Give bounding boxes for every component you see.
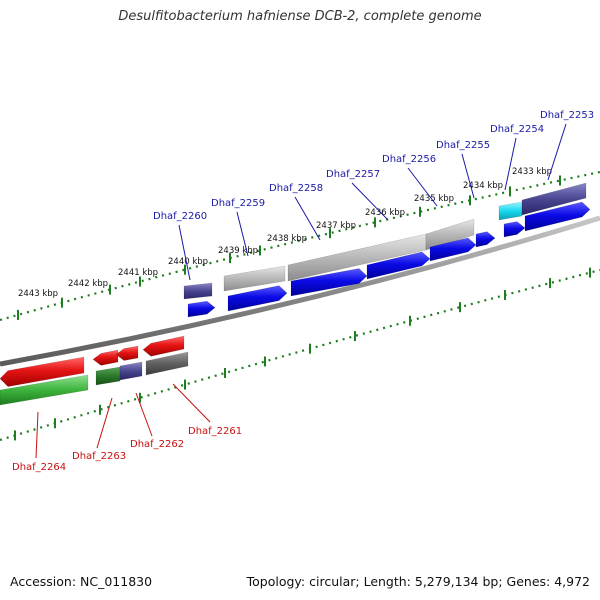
kbp-label-2437: 2437 kbp <box>316 221 356 231</box>
kbp-label-2441: 2441 kbp <box>118 268 158 278</box>
cds-2258[interactable] <box>290 268 368 297</box>
gene-label-2260[interactable]: Dhaf_2260 <box>153 211 207 222</box>
topology-label: Topology: circular; Length: 5,279,134 bp… <box>246 574 590 589</box>
leader-line-2262 <box>135 392 153 437</box>
kbp-label-2438: 2438 kbp <box>267 234 307 244</box>
leader-line-2257 <box>351 182 389 221</box>
gene-label-2257[interactable]: Dhaf_2257 <box>326 169 380 180</box>
gene-label-2264[interactable]: Dhaf_2264 <box>12 462 66 473</box>
kbp-label-2433: 2433 kbp <box>512 167 552 177</box>
gene-label-2253[interactable]: Dhaf_2253 <box>540 110 594 121</box>
leader-line-2254 <box>504 137 517 191</box>
gene-label-2261[interactable]: Dhaf_2261 <box>188 426 242 437</box>
cds-2262[interactable] <box>115 345 139 361</box>
leader-line-2258 <box>294 196 321 241</box>
feature-2255-class[interactable] <box>425 218 475 251</box>
leader-line-2256 <box>407 167 438 207</box>
feature-2263-class[interactable] <box>95 366 121 386</box>
kbp-label-2443: 2443 kbp <box>18 289 58 299</box>
gene-label-2262[interactable]: Dhaf_2262 <box>130 439 184 450</box>
outer-scale-track <box>0 170 600 322</box>
leader-line-2253 <box>547 123 567 181</box>
feature-2262-class[interactable] <box>119 361 143 381</box>
feature-2260-class[interactable] <box>183 282 213 300</box>
feature-2253-class[interactable] <box>521 182 587 216</box>
leader-line-2260 <box>178 224 191 281</box>
cds-2254[interactable] <box>503 221 526 238</box>
cds-2256[interactable] <box>429 237 477 262</box>
inner-scale-track <box>0 268 600 442</box>
cds-2253[interactable] <box>524 201 591 232</box>
cds-2257[interactable] <box>366 251 431 280</box>
leader-line-2255 <box>461 153 475 199</box>
gene-label-2255[interactable]: Dhaf_2255 <box>436 140 490 151</box>
gene-label-2259[interactable]: Dhaf_2259 <box>211 198 265 209</box>
kbp-label-2439: 2439 kbp <box>218 246 258 256</box>
cds-2259[interactable] <box>227 285 288 312</box>
cds-2255[interactable] <box>475 231 496 248</box>
map-title: Desulfitobacterium hafniense DCB-2, comp… <box>118 9 482 24</box>
gene-label-2263[interactable]: Dhaf_2263 <box>72 451 126 462</box>
gene-label-2256[interactable]: Dhaf_2256 <box>382 154 436 165</box>
leader-line-2264 <box>35 411 39 459</box>
kbp-label-2436: 2436 kbp <box>365 208 405 218</box>
gene-label-2258[interactable]: Dhaf_2258 <box>269 183 323 194</box>
leader-line-2263 <box>96 397 113 449</box>
cds-2261[interactable] <box>142 335 185 357</box>
kbp-label-2442: 2442 kbp <box>68 279 108 289</box>
cds-2260[interactable] <box>187 300 216 318</box>
kbp-label-2435: 2435 kbp <box>414 194 454 204</box>
feature-2254-class[interactable] <box>498 201 523 221</box>
feature-2264-class[interactable] <box>0 374 89 406</box>
leader-line-2259 <box>236 211 249 257</box>
kbp-label-2434: 2434 kbp <box>463 181 503 191</box>
cds-2263[interactable] <box>92 349 119 366</box>
cds-2264[interactable] <box>0 356 85 387</box>
feature-2261-class[interactable] <box>145 351 189 376</box>
gene-label-2254[interactable]: Dhaf_2254 <box>490 124 544 135</box>
genome-backbone <box>0 215 600 367</box>
feature-2259-class[interactable] <box>223 265 286 292</box>
kbp-label-2440: 2440 kbp <box>168 257 208 267</box>
leader-line-2261 <box>172 383 211 423</box>
accession-label: Accession: NC_011830 <box>10 574 153 589</box>
